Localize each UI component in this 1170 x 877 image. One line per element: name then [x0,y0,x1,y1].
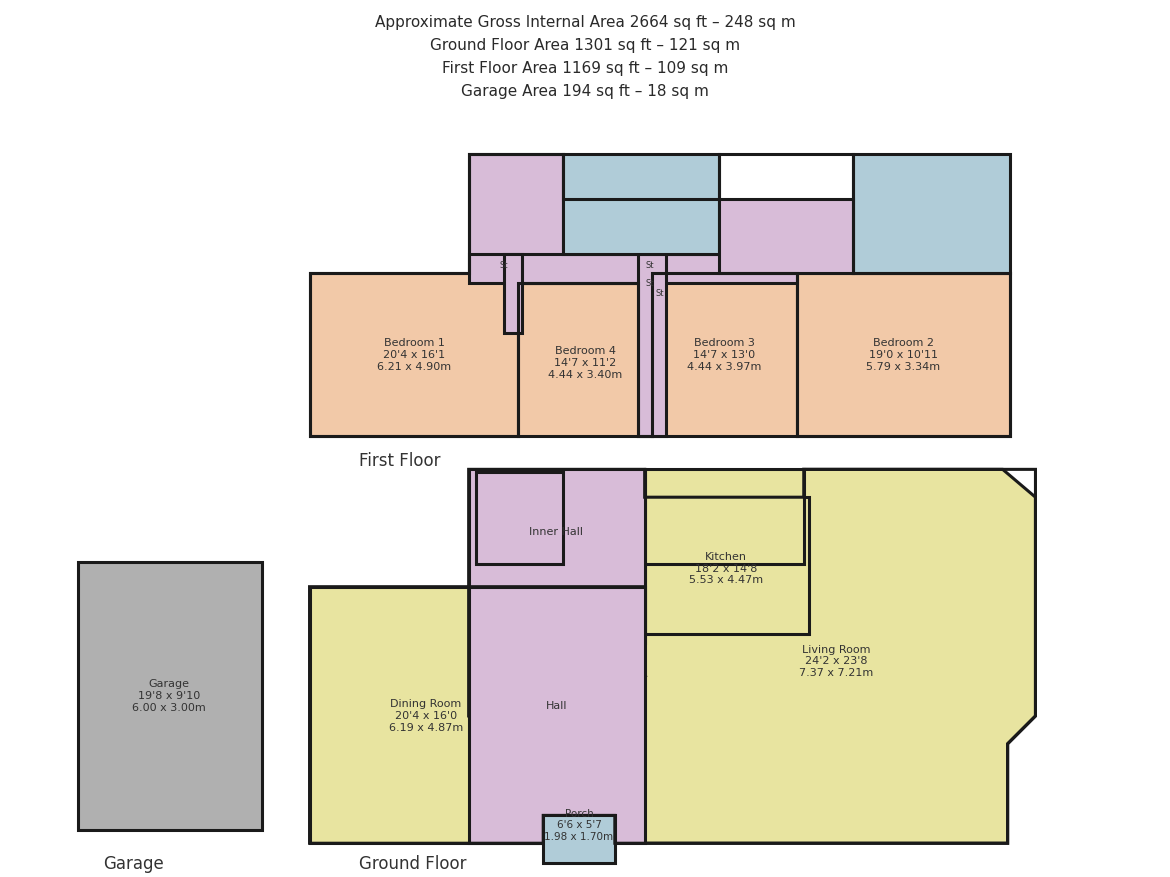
Bar [797,274,1010,436]
Text: Living Room
24'2 x 23'8
7.37 x 7.21m: Living Room 24'2 x 23'8 7.37 x 7.21m [799,645,874,678]
Bar [469,587,645,844]
Bar [504,253,522,333]
Text: St: St [655,289,663,298]
Text: Inner Hall: Inner Hall [529,527,583,537]
Text: St: St [500,261,508,270]
Text: Porch
6'6 x 5'7
1.98 x 1.70m: Porch 6'6 x 5'7 1.98 x 1.70m [544,809,613,842]
Text: Bedroom 2
19'0 x 10'11
5.79 x 3.34m: Bedroom 2 19'0 x 10'11 5.79 x 3.34m [866,339,941,372]
Text: First Floor Area 1169 sq ft – 109 sq m: First Floor Area 1169 sq ft – 109 sq m [442,61,728,75]
Text: Dining Room
20'4 x 16'0
6.19 x 4.87m: Dining Room 20'4 x 16'0 6.19 x 4.87m [388,699,463,732]
Text: Ground Floor Area 1301 sq ft – 121 sq m: Ground Floor Area 1301 sq ft – 121 sq m [429,38,741,53]
Bar [476,473,563,564]
Text: Garage
19'8 x 9'10
6.00 x 3.00m: Garage 19'8 x 9'10 6.00 x 3.00m [132,680,206,713]
Polygon shape [645,469,1035,844]
Text: Bedroom 4
14'7 x 11'2
4.44 x 3.40m: Bedroom 4 14'7 x 11'2 4.44 x 3.40m [548,346,622,380]
Text: Bedroom 3
14'7 x 13'0
4.44 x 3.97m: Bedroom 3 14'7 x 13'0 4.44 x 3.97m [687,339,762,372]
Polygon shape [469,587,645,844]
Bar [469,469,645,644]
Bar [310,587,543,844]
Bar [645,469,804,564]
Bar [518,283,652,436]
Text: Approximate Gross Internal Area 2664 sq ft – 248 sq m: Approximate Gross Internal Area 2664 sq … [374,15,796,30]
Bar [645,497,808,634]
Bar [853,154,1010,274]
Bar [652,274,797,436]
Text: St: St [646,279,654,288]
Bar [720,199,853,274]
Bar [638,253,666,436]
Bar [543,816,614,863]
Bar [310,274,518,436]
Bar [469,253,797,283]
Text: Bedroom 1
20'4 x 16'1
6.21 x 4.90m: Bedroom 1 20'4 x 16'1 6.21 x 4.90m [377,339,450,372]
Text: Kitchen
18'2 x 14'8
5.53 x 4.47m: Kitchen 18'2 x 14'8 5.53 x 4.47m [689,553,763,586]
Text: Garage Area 194 sq ft – 18 sq m: Garage Area 194 sq ft – 18 sq m [461,83,709,98]
Text: First Floor: First Floor [359,453,441,470]
Text: Ground Floor: Ground Floor [359,855,467,873]
Bar [469,154,563,274]
Bar [78,562,262,831]
Text: St: St [646,261,654,270]
Text: Hall: Hall [545,701,567,711]
Bar [563,154,720,253]
Text: Garage: Garage [103,855,164,873]
